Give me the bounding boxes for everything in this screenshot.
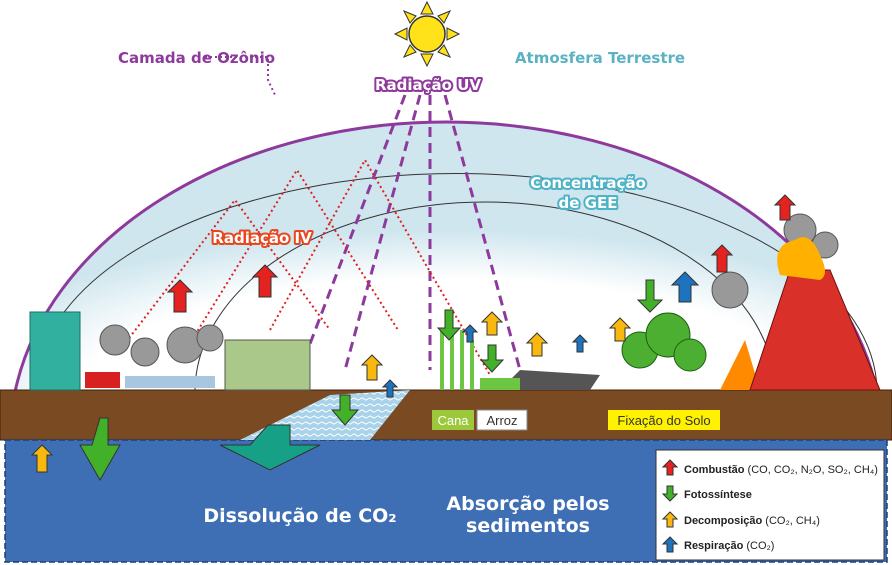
atmosphere-label: Atmosfera Terrestre (515, 49, 685, 67)
trees (621, 312, 707, 372)
cane-box (432, 410, 474, 430)
eruption (777, 237, 825, 280)
cane (440, 330, 520, 390)
cars (125, 376, 215, 388)
ir-rays (119, 157, 491, 376)
rice-box (476, 409, 528, 431)
scene (29, 213, 881, 391)
legend-icon (661, 485, 679, 502)
legend-detail: (CO₂, CH₄) (762, 515, 820, 527)
factory (224, 339, 311, 391)
sun (393, 0, 461, 68)
legend-entry: Fotossíntese (684, 489, 752, 501)
uv-label: Radiação UV (375, 76, 481, 94)
dissolution-label: Dissolução de CO₂ (203, 505, 396, 527)
legend-label: Combustão (684, 464, 745, 476)
legend-detail: (CO₂) (743, 540, 774, 552)
volcano (749, 269, 881, 391)
building (29, 311, 81, 391)
flux-arrows (30, 194, 797, 482)
ozone-pointer (205, 56, 276, 96)
smoke (99, 213, 839, 367)
legend-label: Decomposição (684, 515, 763, 527)
absorption-label-2: sedimentos (466, 515, 590, 537)
ozone-label: Camada de Ozônio (118, 49, 275, 67)
legend-detail: (CO, CO₂, N₂O, SO₂, CH₄) (745, 464, 878, 476)
legend-entry: Decomposição (CO₂, CH₄) (684, 515, 820, 527)
legend-entry: Combustão (CO, CO₂, N₂O, SO₂, CH₄) (684, 464, 878, 476)
ghg-label-1: Concentração (530, 174, 646, 192)
ghg-label-2: de GEE (559, 194, 618, 212)
legend: Combustão (CO, CO₂, N₂O, SO₂, CH₄) Fotos… (655, 449, 885, 561)
legend-label: Respiração (684, 540, 744, 552)
cows (500, 370, 600, 390)
absorption-label-1: Absorção pelos (446, 493, 609, 515)
legend-label: Fotossíntese (684, 489, 752, 501)
legend-entry: Respiração (CO₂) (684, 540, 774, 552)
ir-label: Radiação IV (212, 229, 312, 247)
uv-rays (298, 94, 522, 371)
bus (85, 372, 120, 388)
legend-icon (661, 511, 679, 528)
rice-label: Arroz (486, 413, 517, 428)
legend-icon (661, 536, 679, 553)
fire (720, 340, 760, 390)
legend-icon (661, 459, 679, 476)
soil-label: Fixação do Solo (617, 413, 710, 428)
legend-box (655, 449, 885, 561)
cane-label: Cana (437, 413, 469, 428)
soil-box (608, 410, 720, 430)
